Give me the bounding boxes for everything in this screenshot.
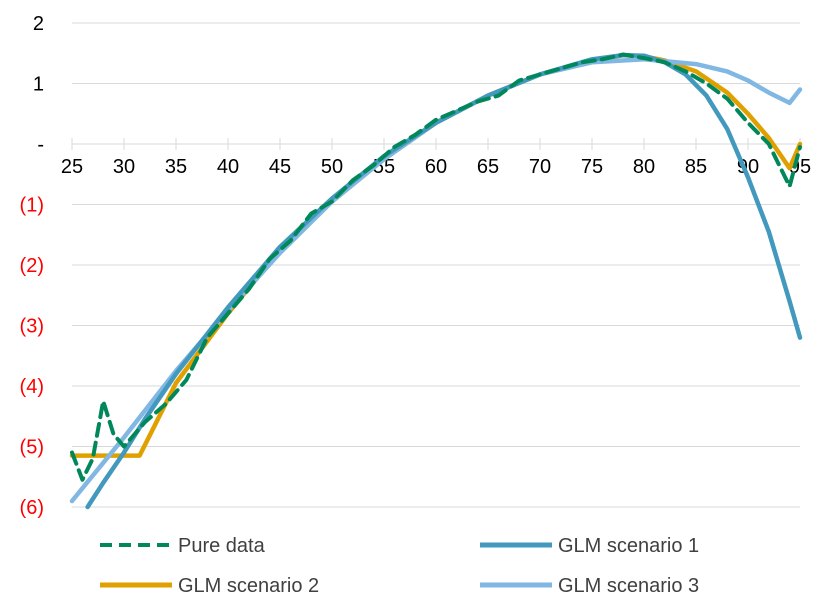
legend-label: GLM scenario 2 [178,575,319,597]
x-axis-tick-labels: 25 30 35 40 45 50 55 60 65 70 75 80 85 90 95 [61,156,811,178]
x-tick-label: 30 [113,156,135,178]
y-tick-label: (3) [20,316,44,338]
y-tick-label: - [37,134,44,156]
y-tick-label: 1 [33,74,44,96]
series-lines [69,52,803,510]
x-tick-label: 60 [425,156,447,178]
x-tick-label: 70 [529,156,551,178]
x-tick-label: 40 [217,156,239,178]
y-tick-label: (5) [20,437,44,459]
series-line-pure-data [70,52,802,482]
x-axis [71,138,801,150]
y-tick-label: (1) [20,195,44,217]
x-tick-label: 75 [581,156,603,178]
x-tick-label: 65 [477,156,499,178]
y-tick-label: (2) [20,255,44,277]
y-tick-label: (6) [20,497,44,519]
series-line-glm-scenario-3 [69,57,803,504]
gridlines [72,22,800,508]
x-tick-label: 35 [165,156,187,178]
y-axis-tick-labels: 2 1 - (1) (2) (3) (4) (5) (6) [20,13,44,519]
x-tick-label: 50 [321,156,343,178]
legend-label: GLM scenario 1 [558,535,699,557]
legend-label: Pure data [178,535,266,557]
x-tick-label: 85 [685,156,707,178]
series-line-glm-scenario-2 [69,52,803,458]
y-tick-label: (4) [20,376,44,398]
legend: Pure data GLM scenario 1 GLM scenario 2 GLM… [100,535,699,597]
x-tick-label: 45 [269,156,291,178]
x-tick-label: 80 [633,156,655,178]
y-tick-label: 2 [33,13,44,35]
x-tick-label: 25 [61,156,83,178]
series-line-glm-scenario-1 [85,52,803,510]
legend-label: GLM scenario 3 [558,575,699,597]
